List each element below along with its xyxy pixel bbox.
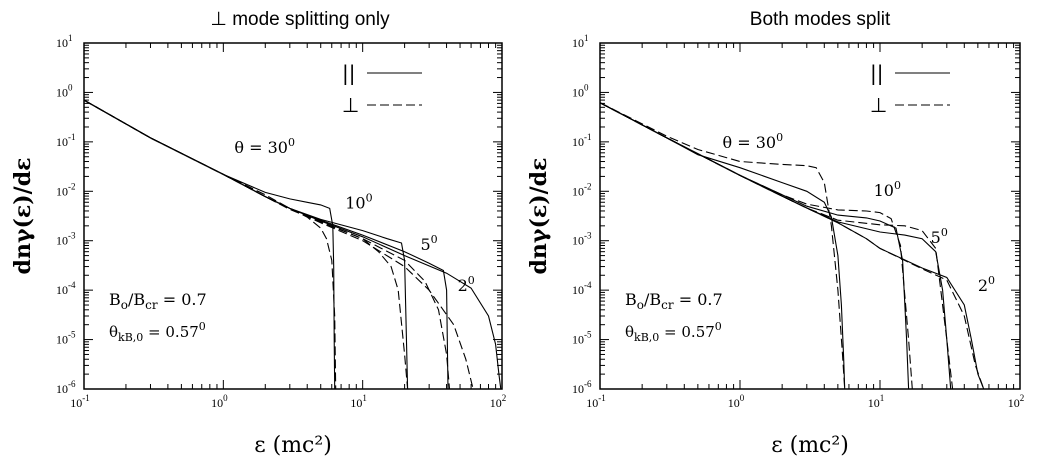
field-ratio-label: Bo/Bcr = 0.7	[625, 290, 723, 312]
angle-label: 100	[874, 179, 901, 200]
series-line-2-parallel	[84, 99, 502, 389]
y-axis-label: dnγ(ε)/dε	[10, 158, 36, 275]
angle-label: 20	[458, 274, 475, 295]
chart-panel-2: Both modes split 10-1 100 101 102 10-6 10-5 10-…	[526, 9, 1024, 458]
plot-frame	[83, 42, 503, 390]
y-tick-label: 10-4	[56, 280, 76, 297]
legend-symbol: ⊥	[870, 93, 887, 117]
y-tick-label: 10-3	[56, 231, 76, 248]
x-tick-label: 100	[211, 393, 228, 410]
y-tick-label: 101	[56, 33, 73, 50]
angle-label: 50	[420, 233, 437, 254]
plot-frame	[599, 42, 1021, 390]
series-line-30-perpendicular	[600, 102, 846, 389]
series-line-2-perpendicular	[600, 102, 985, 389]
x-tick-label: 101	[868, 393, 885, 410]
y-tick-label: 10-1	[572, 132, 592, 149]
x-tick-label: 10-1	[586, 393, 606, 410]
series-line-30-perpendicular	[84, 99, 337, 389]
y-tick-label: 10-4	[572, 280, 592, 297]
y-tick-label: 101	[572, 33, 589, 50]
y-tick-label: 100	[56, 82, 73, 99]
y-tick-label: 10-3	[572, 231, 592, 248]
series-line-2-perpendicular	[84, 99, 474, 389]
y-tick-label: 10-5	[56, 330, 76, 347]
theta-kb-label: θkB,0 = 0.570	[109, 320, 206, 344]
y-tick-label: 10-1	[56, 132, 76, 149]
x-axis-label: ε (mc²)	[254, 433, 332, 458]
series-line-30-parallel	[84, 99, 336, 389]
field-ratio-label: Bo/Bcr = 0.7	[109, 290, 207, 312]
angle-label: θ = 300	[234, 136, 295, 157]
x-tick-label: 102	[490, 393, 507, 410]
legend-symbol: ⊥	[342, 93, 359, 117]
angle-label: 20	[978, 274, 995, 295]
x-tick-label: 100	[728, 393, 745, 410]
legend-symbol: ||	[870, 61, 883, 85]
x-tick-label: 101	[350, 393, 367, 410]
x-tick-label: 10-1	[70, 393, 90, 410]
y-tick-label: 10-5	[572, 330, 592, 347]
x-tick-label: 102	[1008, 393, 1025, 410]
angle-label: 50	[931, 226, 948, 247]
y-tick-label: 10-6	[572, 379, 592, 396]
angle-label: 100	[345, 191, 372, 212]
y-tick-label: 10-2	[56, 181, 76, 198]
chart-title: Both modes split	[750, 9, 891, 30]
y-axis-label: dnγ(ε)/dε	[526, 158, 552, 275]
y-tick-label: 100	[572, 82, 589, 99]
y-tick-label: 10-6	[56, 379, 76, 396]
angle-label: θ = 300	[723, 131, 784, 152]
x-axis-label: ε (mc²)	[771, 433, 849, 458]
y-tick-label: 10-2	[572, 181, 592, 198]
legend-symbol: ||	[342, 61, 355, 85]
series-line-2-parallel	[600, 102, 985, 389]
series-line-30-parallel	[600, 102, 846, 389]
theta-kb-label: θkB,0 = 0.570	[625, 320, 722, 344]
chart-title: ⊥ mode splitting only	[210, 9, 390, 30]
